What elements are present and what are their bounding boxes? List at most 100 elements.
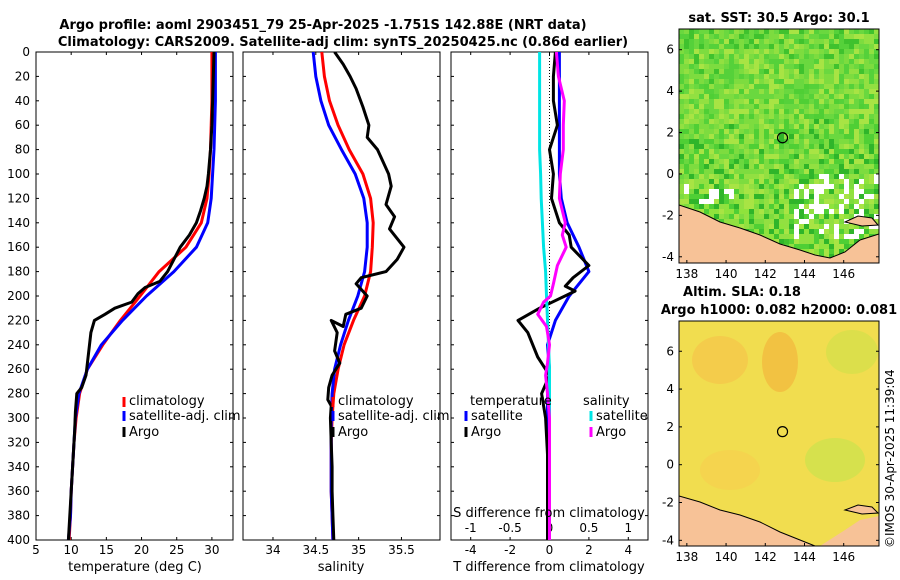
sst-cell — [819, 174, 824, 179]
sst-cell — [859, 209, 864, 214]
sst-cell — [714, 124, 719, 129]
sst-cell — [859, 109, 864, 114]
sst-cell — [719, 119, 724, 124]
sst-cell — [844, 59, 849, 64]
sst-cell — [724, 39, 729, 44]
sst-cell — [869, 59, 874, 64]
sst-cell — [714, 39, 719, 44]
sst-cell — [724, 124, 729, 129]
sst-cell — [709, 49, 714, 54]
sst-cell — [774, 154, 779, 159]
sst-cell — [694, 109, 699, 114]
sst-cell — [869, 89, 874, 94]
sst-cell — [819, 154, 824, 159]
sst-cell — [759, 139, 764, 144]
sst-cell — [784, 194, 789, 199]
sst-cell — [709, 119, 714, 124]
sst-cell — [829, 94, 834, 99]
temperature-legend: climatology satellite-adj. clim Argo — [122, 394, 241, 440]
sst-cell — [709, 74, 714, 79]
sst-cell — [759, 114, 764, 119]
sst-cell — [864, 214, 869, 219]
sst-cell — [689, 144, 694, 149]
sst-cell — [774, 54, 779, 59]
sst-cell — [874, 184, 879, 189]
sst-cell — [819, 184, 824, 189]
sst-cell — [774, 239, 779, 244]
sst-cell — [844, 189, 849, 194]
sst-cell — [759, 64, 764, 69]
sst-cell — [854, 144, 859, 149]
sst-cell — [799, 54, 804, 59]
sst-cell — [799, 179, 804, 184]
sst-cell — [859, 39, 864, 44]
sst-cell — [789, 184, 794, 189]
sst-cell — [844, 29, 849, 34]
sst-cell — [759, 154, 764, 159]
sst-cell — [874, 79, 879, 84]
sst-cell — [864, 139, 869, 144]
sst-cell — [759, 219, 764, 224]
sst-cell — [804, 29, 809, 34]
sst-cell — [704, 124, 709, 129]
sst-cell — [744, 149, 749, 154]
depth-tick-label: 20 — [15, 69, 30, 83]
sst-cell — [799, 29, 804, 34]
sst-cell — [779, 209, 784, 214]
sst-cell — [854, 104, 859, 109]
sst-cell — [764, 54, 769, 59]
sst-cell — [729, 134, 734, 139]
depth-tick-label: 200 — [7, 289, 30, 303]
sst-cell — [784, 149, 789, 154]
sst-cell — [809, 39, 814, 44]
sst-cell — [709, 169, 714, 174]
sst-cell — [789, 119, 794, 124]
sst-cell — [844, 104, 849, 109]
sst-cell — [699, 29, 704, 34]
sst-cell — [714, 194, 719, 199]
sst-cell — [754, 179, 759, 184]
sst-cell — [824, 89, 829, 94]
sst-cell — [829, 234, 834, 239]
sst-cell — [799, 234, 804, 239]
sst-cell — [754, 129, 759, 134]
map-y-tick-label: 4 — [666, 84, 674, 98]
sst-cell — [874, 179, 879, 184]
sst-cell — [874, 54, 879, 59]
sst-cell — [749, 169, 754, 174]
sst-cell — [839, 194, 844, 199]
sst-cell — [719, 144, 724, 149]
sst-cell — [699, 129, 704, 134]
sst-cell — [779, 239, 784, 244]
sst-cell — [789, 74, 794, 79]
sst-cell — [779, 39, 784, 44]
sst-cell — [839, 39, 844, 44]
sst-cell — [709, 59, 714, 64]
sst-cell — [759, 94, 764, 99]
sst-cell — [774, 199, 779, 204]
sst-cell — [849, 184, 854, 189]
sst-cell — [834, 229, 839, 234]
sst-cell — [804, 114, 809, 119]
sst-cell — [784, 49, 789, 54]
depth-tick-label: 120 — [7, 191, 30, 205]
sst-cell — [704, 84, 709, 89]
sst-cell — [834, 144, 839, 149]
sst-cell — [739, 159, 744, 164]
sst-cell — [804, 134, 809, 139]
sst-cell — [804, 109, 809, 114]
sst-cell — [764, 79, 769, 84]
sst-cell — [794, 89, 799, 94]
sst-cell — [804, 169, 809, 174]
sst-cell — [789, 64, 794, 69]
sst-cell — [814, 104, 819, 109]
sst-cell — [769, 184, 774, 189]
sst-cell — [859, 199, 864, 204]
sst-cell — [714, 89, 719, 94]
sst-cell — [729, 129, 734, 134]
sst-cell — [769, 49, 774, 54]
sst-cell — [734, 89, 739, 94]
map-x-tick-label: 146 — [832, 267, 855, 281]
sst-cell — [679, 84, 684, 89]
sst-cell — [824, 129, 829, 134]
